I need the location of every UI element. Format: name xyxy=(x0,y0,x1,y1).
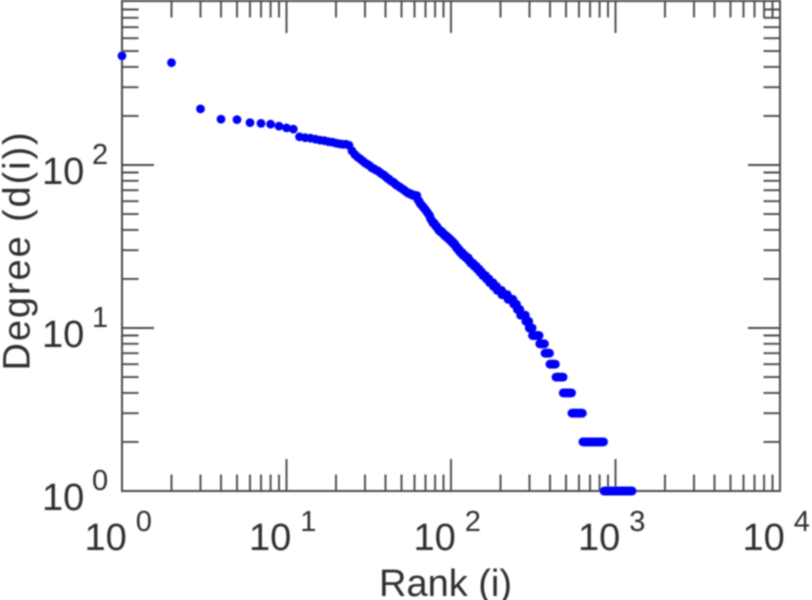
svg-text:10: 10 xyxy=(42,314,84,356)
svg-text:10: 10 xyxy=(414,517,456,559)
svg-text:0: 0 xyxy=(136,506,152,538)
svg-text:1: 1 xyxy=(300,506,316,538)
svg-text:10: 10 xyxy=(85,517,127,559)
svg-text:0: 0 xyxy=(92,465,108,497)
svg-text:10: 10 xyxy=(42,477,84,519)
svg-text:2: 2 xyxy=(465,506,481,538)
svg-text:Rank (i): Rank (i) xyxy=(379,563,512,600)
svg-text:2: 2 xyxy=(92,139,108,171)
svg-text:1: 1 xyxy=(92,302,108,334)
svg-text:10: 10 xyxy=(578,517,620,559)
svg-text:3: 3 xyxy=(629,506,645,538)
svg-text:10: 10 xyxy=(743,517,785,559)
svg-text:10: 10 xyxy=(42,151,84,193)
svg-text:Degree (d(i)): Degree (d(i)) xyxy=(0,130,39,370)
svg-text:10: 10 xyxy=(249,517,291,559)
svg-text:4: 4 xyxy=(794,506,810,538)
